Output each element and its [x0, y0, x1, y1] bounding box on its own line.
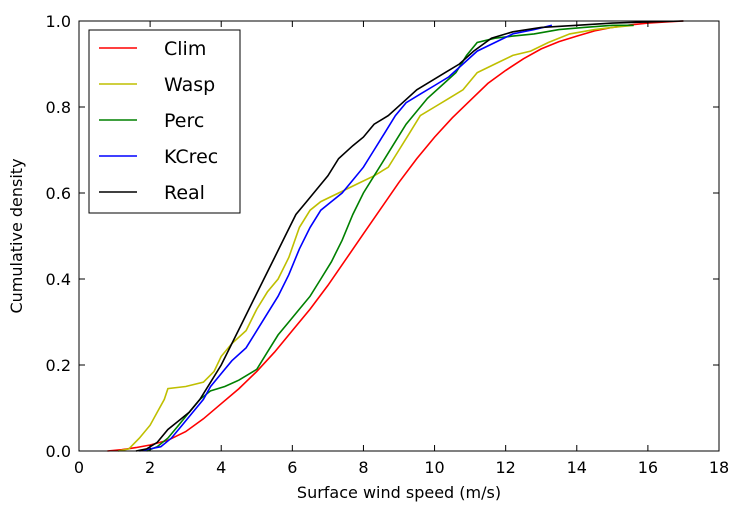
y-tick-label: 0.8	[46, 98, 71, 117]
y-tick-label: 0.0	[46, 442, 71, 461]
legend-label-real: Real	[164, 182, 205, 204]
y-axis-label: Cumulative density	[7, 158, 26, 313]
x-axis-label: Surface wind speed (m/s)	[297, 483, 501, 502]
x-tick-label: 18	[709, 458, 729, 477]
legend-label-wasp: Wasp	[164, 74, 215, 96]
x-tick-label: 16	[638, 458, 658, 477]
y-tick-label: 0.4	[46, 270, 71, 289]
x-tick-label: 10	[424, 458, 444, 477]
series-line-clim	[107, 20, 684, 452]
x-tick-label: 14	[567, 458, 587, 477]
x-axis-ticks: 0 2 4 6 8 10 12 14 16 18	[74, 21, 729, 477]
series-line-perc	[146, 24, 634, 452]
y-tick-label: 0.2	[46, 356, 71, 375]
x-tick-label: 4	[216, 458, 226, 477]
legend-label-clim: Clim	[164, 38, 206, 60]
legend: Clim Wasp Perc KCrec Real	[88, 29, 241, 214]
series-line-real	[135, 20, 684, 452]
legend-label-kcrec: KCrec	[164, 146, 218, 168]
legend-label-perc: Perc	[164, 110, 204, 132]
series-line-kcrec	[139, 24, 553, 452]
y-tick-label: 1.0	[46, 12, 71, 31]
legend-box	[88, 29, 241, 214]
x-tick-label: 0	[74, 458, 84, 477]
plot-area-frame	[78, 20, 720, 452]
x-tick-label: 2	[145, 458, 155, 477]
series-line-wasp	[117, 24, 634, 452]
x-tick-label: 8	[358, 458, 368, 477]
y-tick-label: 0.6	[46, 184, 71, 203]
x-tick-label: 6	[287, 458, 297, 477]
series-lines	[107, 20, 684, 452]
x-tick-label: 12	[495, 458, 515, 477]
y-axis-ticks: 0.0 0.2 0.4 0.6 0.8 1.0	[46, 12, 719, 461]
